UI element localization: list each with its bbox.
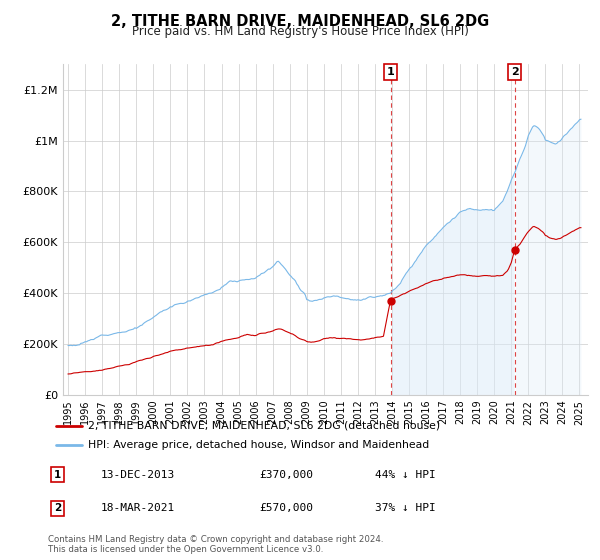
Text: 2, TITHE BARN DRIVE, MAIDENHEAD, SL6 2DG: 2, TITHE BARN DRIVE, MAIDENHEAD, SL6 2DG [111, 14, 489, 29]
Text: 2, TITHE BARN DRIVE, MAIDENHEAD, SL6 2DG (detached house): 2, TITHE BARN DRIVE, MAIDENHEAD, SL6 2DG… [88, 421, 440, 431]
Text: 37% ↓ HPI: 37% ↓ HPI [376, 503, 436, 513]
Text: 18-MAR-2021: 18-MAR-2021 [101, 503, 175, 513]
Text: 2: 2 [511, 67, 519, 77]
Text: 1: 1 [54, 470, 61, 480]
Text: Contains HM Land Registry data © Crown copyright and database right 2024.
This d: Contains HM Land Registry data © Crown c… [48, 535, 383, 554]
Text: Price paid vs. HM Land Registry's House Price Index (HPI): Price paid vs. HM Land Registry's House … [131, 25, 469, 38]
Text: £570,000: £570,000 [259, 503, 313, 513]
Text: 44% ↓ HPI: 44% ↓ HPI [376, 470, 436, 480]
Text: 13-DEC-2013: 13-DEC-2013 [101, 470, 175, 480]
Text: 2: 2 [54, 503, 61, 513]
Text: £370,000: £370,000 [259, 470, 313, 480]
Text: HPI: Average price, detached house, Windsor and Maidenhead: HPI: Average price, detached house, Wind… [88, 440, 429, 450]
Text: 1: 1 [386, 67, 394, 77]
